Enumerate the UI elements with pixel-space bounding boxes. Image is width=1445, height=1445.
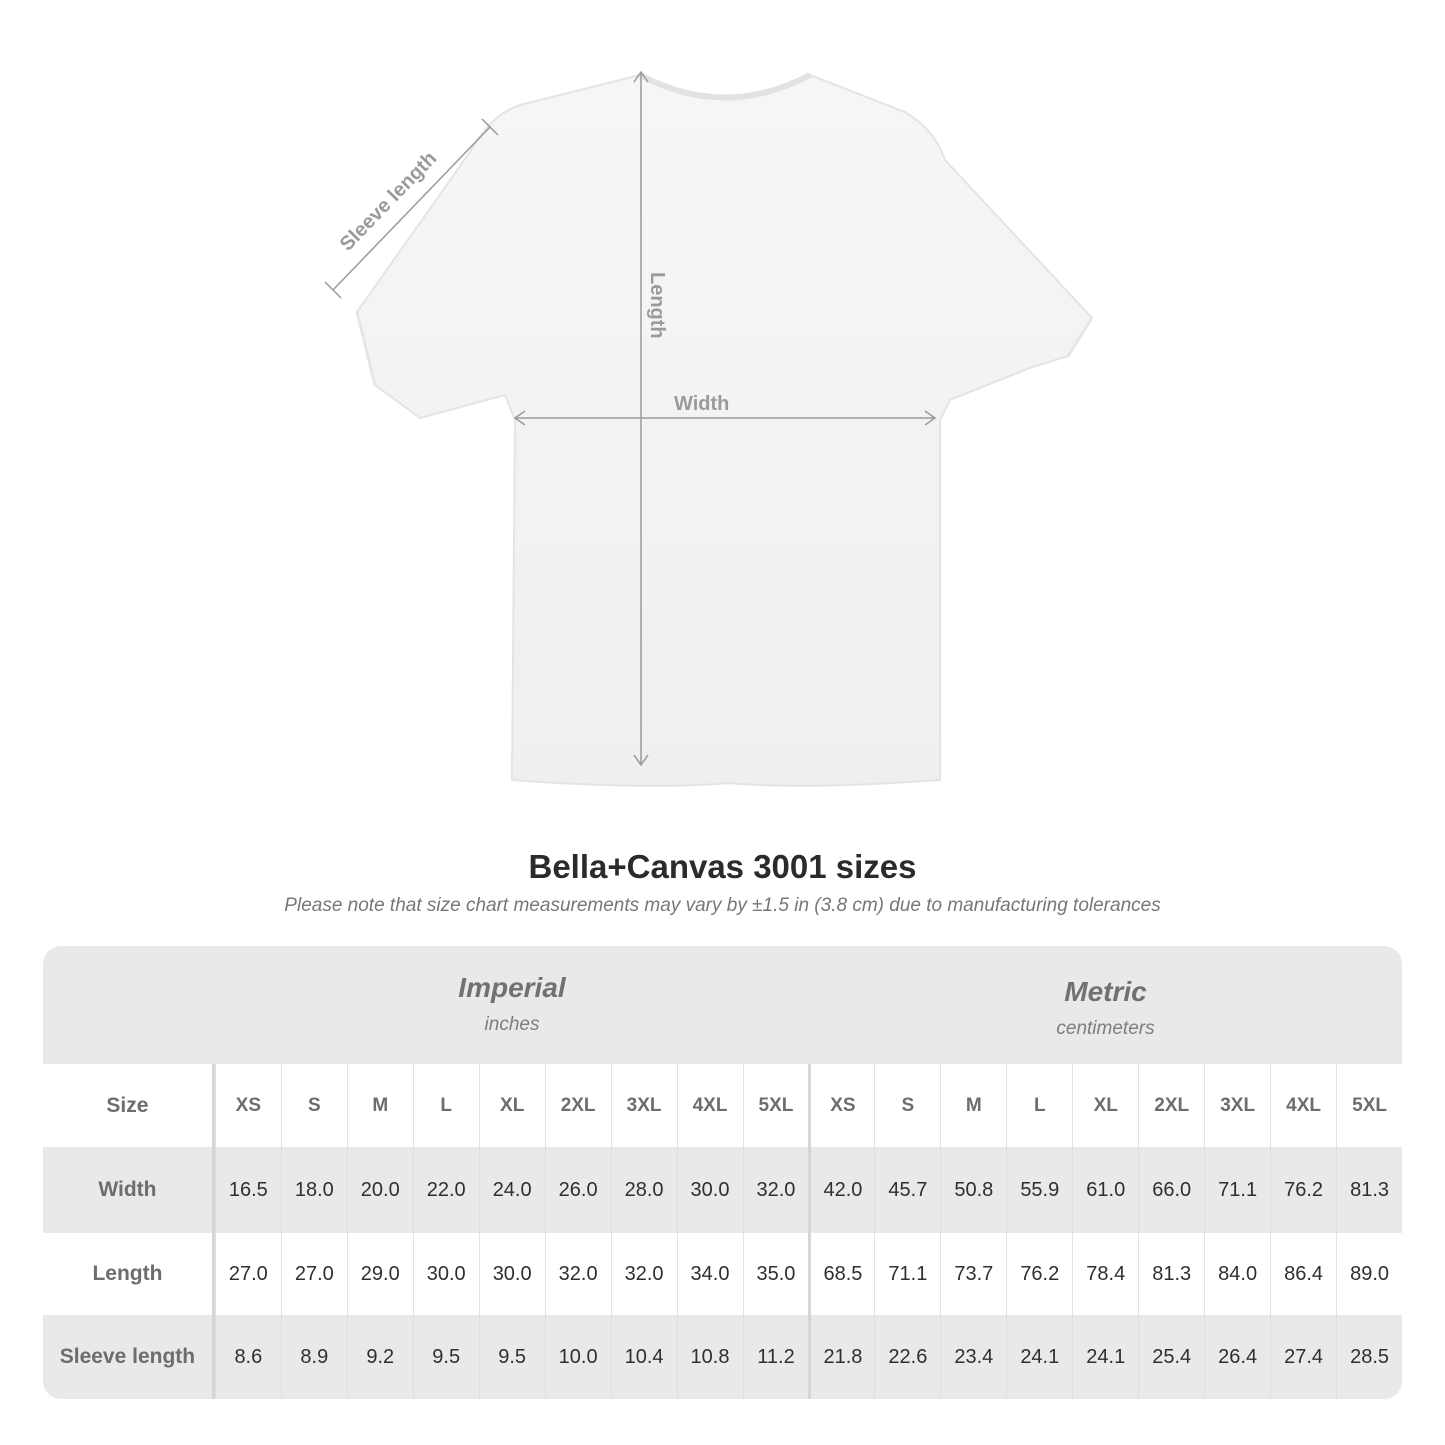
metric-header: Metric centimeters: [809, 946, 1402, 1094]
imperial-header: Imperial inches: [215, 946, 809, 1090]
size-header-cell: XL: [478, 1064, 545, 1147]
size-header-cell: L: [412, 1064, 479, 1147]
table-cell: 71.1: [874, 1233, 940, 1315]
table-cell: 34.0: [676, 1233, 743, 1315]
table-cell: 42.0: [808, 1147, 874, 1233]
metric-title: Metric: [1064, 976, 1147, 1007]
size-header-cell: 2XL: [544, 1064, 611, 1147]
size-header-cell: XL: [1072, 1064, 1138, 1147]
size-header-cell: 4XL: [1270, 1064, 1336, 1147]
table-cell: 29.0: [346, 1233, 413, 1315]
table-cell: 45.7: [874, 1147, 940, 1233]
table-cell: 26.4: [1204, 1315, 1270, 1399]
table-cell: 8.6: [214, 1315, 281, 1399]
table-cell: 89.0: [1336, 1233, 1402, 1315]
metric-unit: centimeters: [1056, 1018, 1155, 1039]
table-cell: 27.0: [214, 1233, 281, 1315]
table-cell: 27.4: [1270, 1315, 1336, 1399]
table-cell: 30.0: [676, 1147, 743, 1233]
table-cell: 55.9: [1006, 1147, 1072, 1233]
sleeve-length-arrow: [324, 118, 499, 299]
tshirt-body: [355, 73, 1094, 787]
table-cell: 16.5: [214, 1147, 281, 1233]
table-cell: 27.0: [280, 1233, 347, 1315]
table-cell: 81.3: [1138, 1233, 1204, 1315]
row-label: Size: [43, 1064, 215, 1147]
table-cell: 71.1: [1204, 1147, 1270, 1233]
row-label: Sleeve length: [43, 1315, 215, 1399]
size-header-cell: M: [940, 1064, 1006, 1147]
size-header-cell: 5XL: [1336, 1064, 1402, 1147]
size-header-cell: S: [874, 1064, 940, 1147]
table-cell: 9.5: [478, 1315, 545, 1399]
table-cell: 28.0: [610, 1147, 677, 1233]
table-cell: 30.0: [412, 1233, 479, 1315]
table-row: Length 27.0 27.0 29.0 30.0 30.0 32.0 32.0 34.0 35…: [43, 1233, 1402, 1315]
row-label: Length: [43, 1233, 215, 1315]
table-cell: 73.7: [940, 1233, 1006, 1315]
size-header-row: Size XS S M L XL 2XL 3XL 4XL 5XL XS S M L XL 2XL 3XL 4XL 5…: [43, 1064, 1402, 1147]
size-table: Imperial inches Metric centimeters Size X…: [43, 946, 1402, 1399]
table-cell: 50.8: [940, 1147, 1006, 1233]
table-cell: 32.0: [544, 1233, 611, 1315]
size-header-cell: 2XL: [1138, 1064, 1204, 1147]
imperial-title: Imperial: [458, 972, 566, 1003]
table-cell: 18.0: [280, 1147, 347, 1233]
size-header-cell: XS: [808, 1064, 874, 1147]
table-cell: 22.6: [874, 1315, 940, 1399]
table-cell: 28.5: [1336, 1315, 1402, 1399]
size-header-cell: XS: [214, 1064, 281, 1147]
table-cell: 26.0: [544, 1147, 611, 1233]
table-cell: 30.0: [478, 1233, 545, 1315]
table-cell: 23.4: [940, 1315, 1006, 1399]
tshirt-diagram: Sleeve length Length Width: [324, 70, 1094, 787]
table-cell: 78.4: [1072, 1233, 1138, 1315]
table-cell: 24.1: [1072, 1315, 1138, 1399]
table-cell: 32.0: [610, 1233, 677, 1315]
size-header-cell: M: [346, 1064, 413, 1147]
table-cell: 25.4: [1138, 1315, 1204, 1399]
table-cell: 20.0: [346, 1147, 413, 1233]
table-cell: 9.5: [412, 1315, 479, 1399]
size-header-cell: 5XL: [742, 1064, 809, 1147]
table-cell: 10.0: [544, 1315, 611, 1399]
size-header-cell: 3XL: [610, 1064, 677, 1147]
table-cell: 9.2: [346, 1315, 413, 1399]
table-cell: 21.8: [808, 1315, 874, 1399]
table-cell: 32.0: [742, 1147, 809, 1233]
width-label: Width: [674, 393, 729, 415]
chart-title: Bella+Canvas 3001 sizes: [528, 848, 917, 885]
table-cell: 24.1: [1006, 1315, 1072, 1399]
table-cell: 10.8: [676, 1315, 743, 1399]
table-cell: 11.2: [742, 1315, 809, 1399]
size-header-cell: 4XL: [676, 1064, 743, 1147]
table-cell: 35.0: [742, 1233, 809, 1315]
table-row: Sleeve length 8.6 8.9 9.2 9.5 9.5 10.0 10.4 10.8…: [43, 1315, 1402, 1399]
length-label: Length: [646, 272, 668, 339]
size-header-cell: S: [280, 1064, 347, 1147]
row-label: Width: [43, 1147, 215, 1233]
table-cell: 8.9: [280, 1315, 347, 1399]
tolerance-note: Please note that size chart measurements…: [284, 895, 1161, 916]
size-header-cell: L: [1006, 1064, 1072, 1147]
width-arrow: [513, 410, 937, 426]
table-cell: 76.2: [1270, 1147, 1336, 1233]
table-cell: 86.4: [1270, 1233, 1336, 1315]
size-header-cell: 3XL: [1204, 1064, 1270, 1147]
table-cell: 66.0: [1138, 1147, 1204, 1233]
table-cell: 81.3: [1336, 1147, 1402, 1233]
table-cell: 84.0: [1204, 1233, 1270, 1315]
table-cell: 68.5: [808, 1233, 874, 1315]
table-cell: 61.0: [1072, 1147, 1138, 1233]
table-cell: 22.0: [412, 1147, 479, 1233]
table-cell: 10.4: [610, 1315, 677, 1399]
table-cell: 76.2: [1006, 1233, 1072, 1315]
table-row: Width 16.5 18.0 20.0 22.0 24.0 26.0 28.0 30.0 32.…: [43, 1147, 1402, 1233]
imperial-unit: inches: [484, 1014, 540, 1035]
table-cell: 24.0: [478, 1147, 545, 1233]
